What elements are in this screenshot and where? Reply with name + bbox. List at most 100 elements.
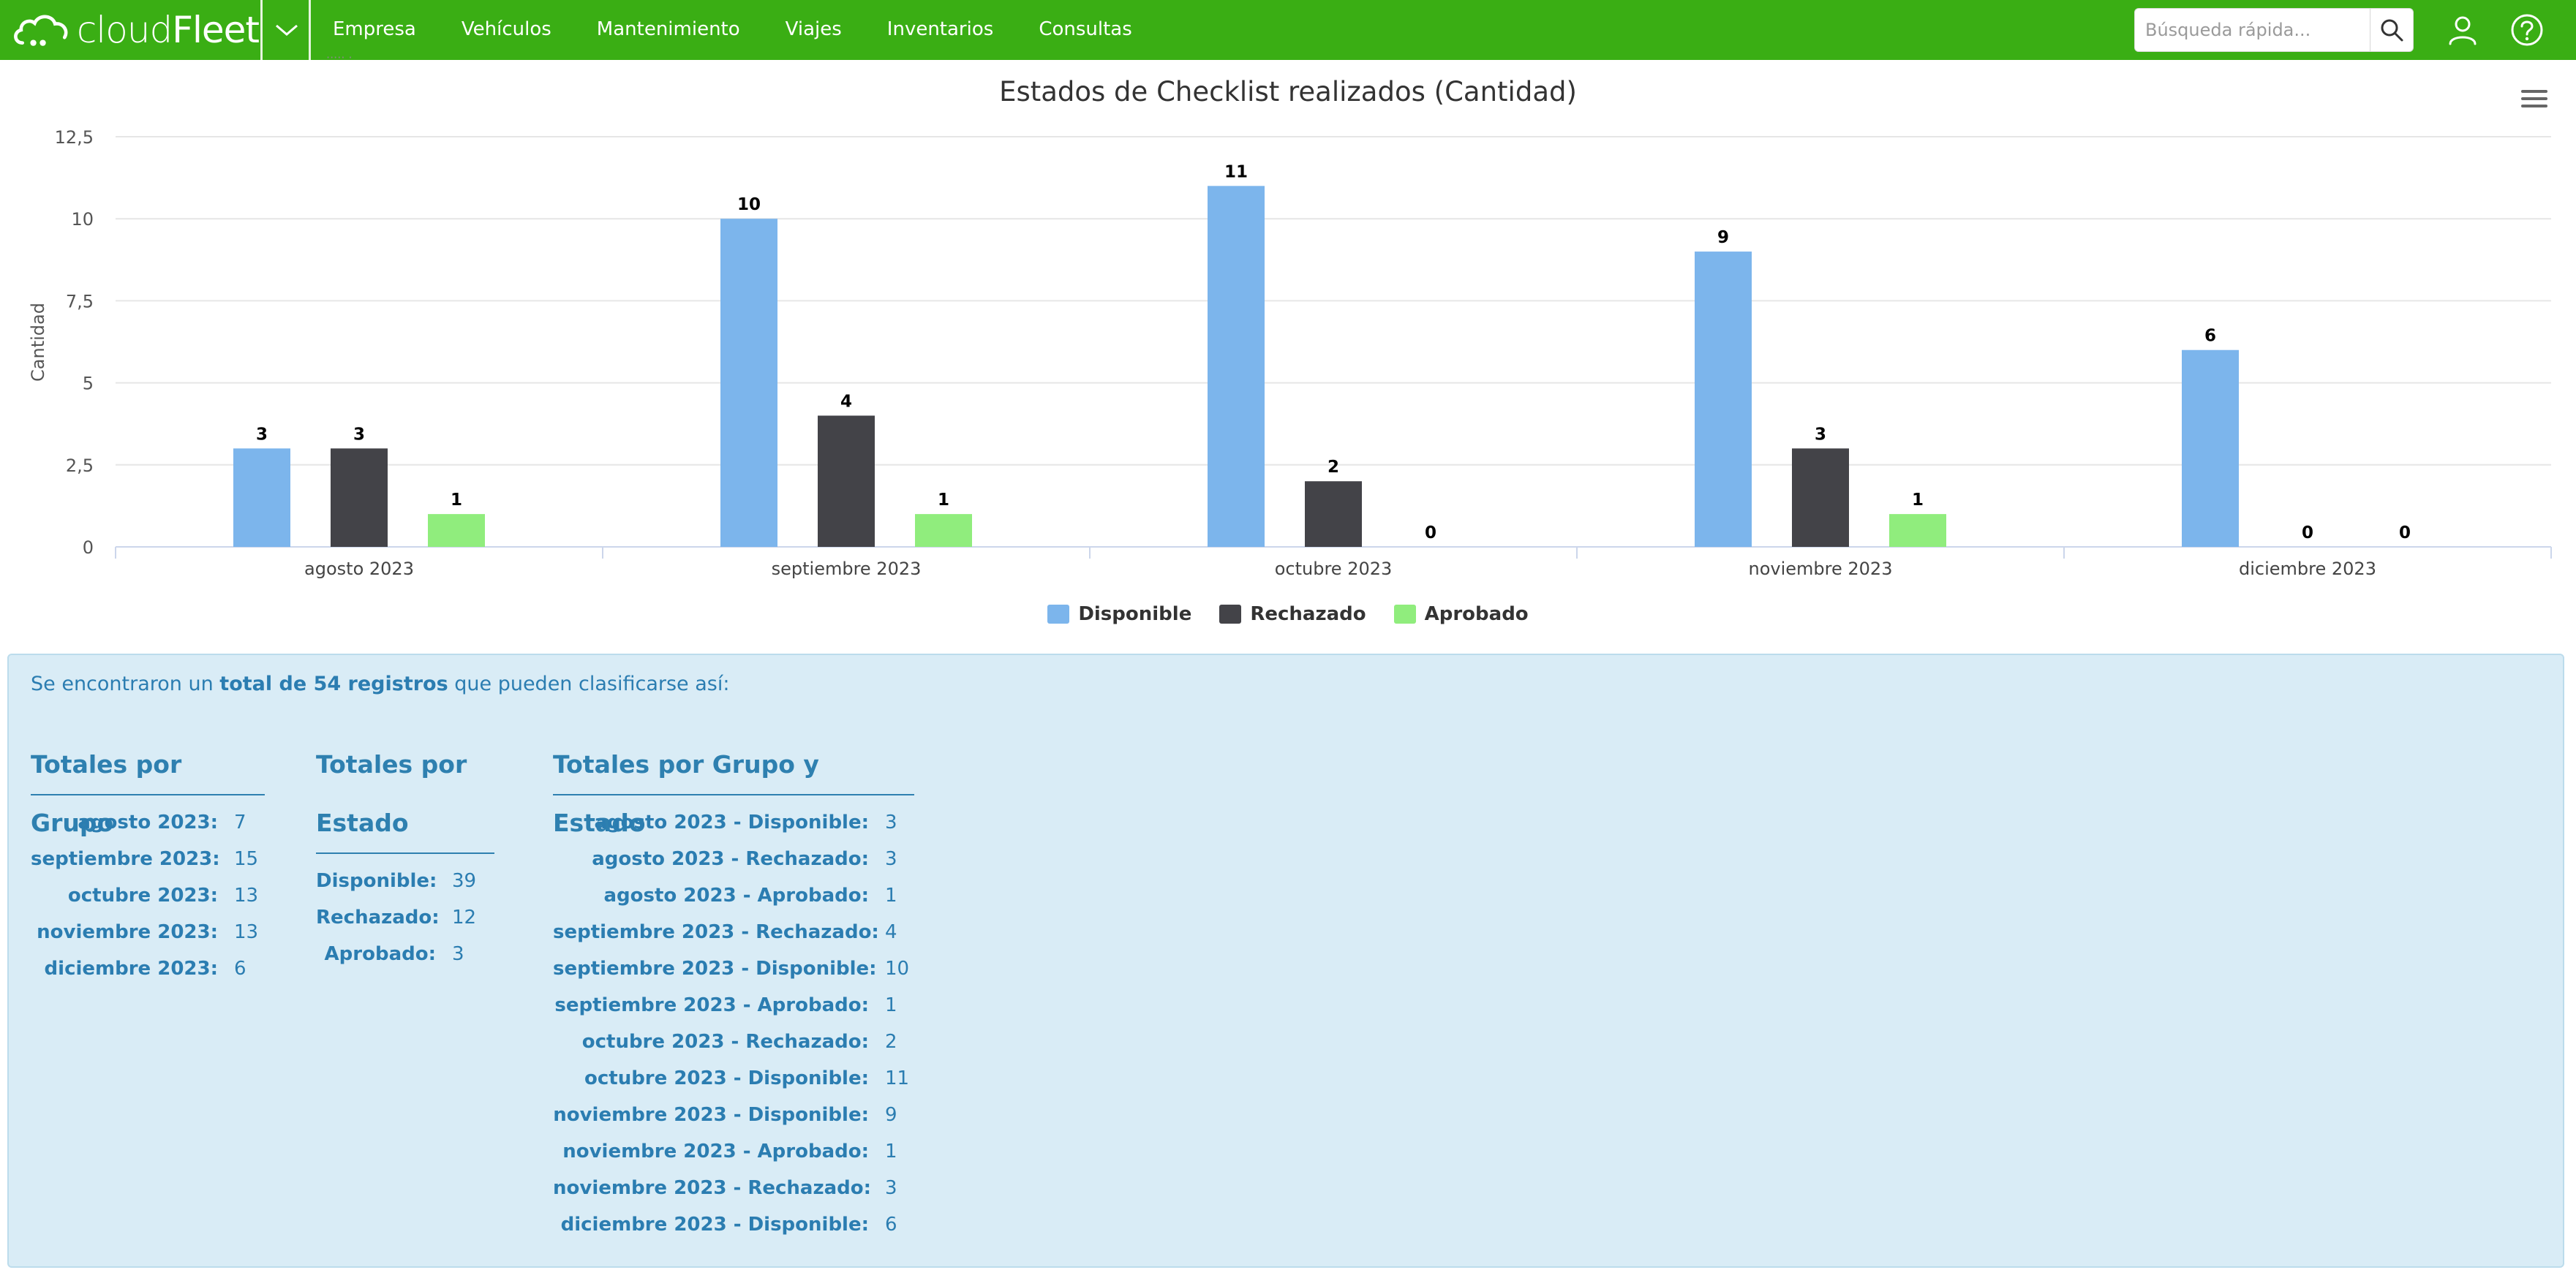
nav-divider xyxy=(309,0,311,60)
summary-key: agosto 2023 - Disponible: xyxy=(594,812,869,833)
y-tick-label: 0 xyxy=(83,537,94,558)
data-label: 3 xyxy=(353,425,365,444)
bar-disponible xyxy=(2182,349,2239,547)
bar-aprobado xyxy=(428,514,485,547)
summary-value: 3 xyxy=(452,943,464,965)
nav-dropdown-toggle[interactable] xyxy=(265,0,309,60)
summary-row: septiembre 2023 - Aprobado: 1 xyxy=(553,987,914,1024)
summary-value: 15 xyxy=(234,848,259,870)
chart-menu-icon[interactable] xyxy=(2520,86,2549,111)
legend-item-disponible[interactable]: Disponible xyxy=(1047,603,1191,625)
totals-by-group-title: Totales por Grupo xyxy=(31,736,265,837)
menu-empresa[interactable]: Empresa xyxy=(333,18,416,40)
data-label: 1 xyxy=(1912,491,1924,510)
summary-key: Rechazado: xyxy=(316,907,440,929)
data-label: 10 xyxy=(737,195,761,214)
summary-value: 3 xyxy=(885,848,897,870)
legend-item-rechazado[interactable]: Rechazado xyxy=(1219,603,1366,625)
summary-value: 4 xyxy=(885,921,897,943)
summary-key: septiembre 2023: xyxy=(31,848,220,870)
summary-row: octubre 2023 - Rechazado: 2 xyxy=(553,1024,914,1060)
summary-row: septiembre 2023: 15 xyxy=(31,841,265,877)
summary-key: Aprobado: xyxy=(324,943,436,965)
search-button[interactable] xyxy=(2370,9,2413,51)
summary-key: octubre 2023: xyxy=(67,885,218,907)
summary-panel: Se encontraron un total de 54 registros … xyxy=(7,654,2564,1268)
logo-suffix: Fleet xyxy=(172,9,260,51)
totals-by-group-state-title: Totales por Grupo y Estado xyxy=(553,736,914,837)
logo-prefix: cloud xyxy=(76,9,173,51)
summary-row: septiembre 2023 - Rechazado: 4 xyxy=(553,914,914,950)
summary-key: septiembre 2023 - Aprobado: xyxy=(554,994,869,1016)
search-icon xyxy=(2381,19,2403,42)
summary-row: octubre 2023: 13 xyxy=(31,877,265,914)
summary-value: 13 xyxy=(234,921,259,943)
cloudfleet-logo[interactable]: cloudFleet xyxy=(10,6,260,54)
x-tick-label: octubre 2023 xyxy=(1275,559,1393,579)
summary-key: octubre 2023 - Disponible: xyxy=(584,1067,869,1089)
main-menu: Empresa Vehículos Mantenimiento Viajes I… xyxy=(333,0,1178,58)
menu-consultas[interactable]: Consultas xyxy=(1039,18,1132,40)
bar-aprobado xyxy=(915,514,972,547)
summary-row: agosto 2023 - Rechazado: 3 xyxy=(553,841,914,877)
menu-viajes[interactable]: Viajes xyxy=(785,18,842,40)
summary-row: Rechazado: 12 xyxy=(316,899,494,936)
summary-row: agosto 2023: 7 xyxy=(31,804,265,841)
summary-key: diciembre 2023: xyxy=(44,958,218,980)
summary-row: agosto 2023 - Aprobado: 1 xyxy=(553,877,914,914)
summary-key: noviembre 2023 - Aprobado: xyxy=(562,1141,869,1162)
bar-rechazado xyxy=(1792,448,1849,547)
legend-item-aprobado[interactable]: Aprobado xyxy=(1393,603,1529,625)
menu-inventarios[interactable]: Inventarios xyxy=(886,18,994,40)
top-navbar: cloudFleet Empresa Vehículos Mantenimien… xyxy=(0,0,2576,60)
summary-value: 9 xyxy=(885,1104,897,1126)
quick-search-input[interactable] xyxy=(2135,9,2370,51)
totals-by-state-title-line1: Totales por xyxy=(316,750,467,779)
summary-row: diciembre 2023: 6 xyxy=(31,950,265,987)
legend-label: Rechazado xyxy=(1250,603,1366,625)
data-label: 0 xyxy=(2399,523,2411,542)
bar-aprobado xyxy=(1889,514,1946,547)
summary-intro: Se encontraron un total de 54 registros … xyxy=(31,673,729,695)
summary-value: 6 xyxy=(885,1214,897,1236)
totals-by-state-title-line2: Estado xyxy=(316,809,409,837)
summary-value: 13 xyxy=(234,885,259,907)
menu-mantenimiento[interactable]: Mantenimiento xyxy=(596,18,740,40)
intro-total: total de 54 registros xyxy=(219,673,448,695)
x-tick-label: agosto 2023 xyxy=(304,559,414,579)
menu-vehiculos[interactable]: Vehículos xyxy=(461,18,551,40)
x-tick-label: septiembre 2023 xyxy=(772,559,922,579)
user-icon[interactable] xyxy=(2447,15,2478,45)
data-label: 1 xyxy=(451,491,462,510)
summary-key: septiembre 2023 - Rechazado: xyxy=(553,921,879,943)
summary-key: agosto 2023 - Aprobado: xyxy=(603,885,869,907)
totals-by-group-state: Totales por Grupo y Estado agosto 2023 -… xyxy=(553,736,914,1243)
summary-value: 3 xyxy=(885,1177,897,1199)
totals-by-group-state-rows: agosto 2023 - Disponible: 3 agosto 2023 - … xyxy=(553,804,914,1243)
summary-key: noviembre 2023 - Disponible: xyxy=(553,1104,869,1126)
summary-value: 1 xyxy=(885,1141,897,1162)
summary-value: 10 xyxy=(885,958,910,980)
data-label: 1 xyxy=(938,491,949,510)
summary-row: Aprobado: 3 xyxy=(316,936,494,972)
totals-by-group: Totales por Grupo agosto 2023: 7 septiembr… xyxy=(31,736,265,987)
help-icon[interactable] xyxy=(2510,13,2544,47)
legend-swatch xyxy=(1393,605,1416,624)
chart-legend: Disponible Rechazado Aprobado xyxy=(0,600,2576,629)
summary-row: Disponible: 39 xyxy=(316,863,494,899)
legend-label: Disponible xyxy=(1078,603,1192,625)
summary-key: agosto 2023 - Rechazado: xyxy=(592,848,869,870)
legend-label: Aprobado xyxy=(1424,603,1529,625)
bar-disponible xyxy=(233,448,290,547)
summary-row: noviembre 2023 - Aprobado: 1 xyxy=(553,1133,914,1170)
summary-value: 6 xyxy=(234,958,246,980)
y-tick-label: 5 xyxy=(83,374,94,394)
chart-title: Estados de Checklist realizados (Cantida… xyxy=(999,76,1577,107)
x-tick-label: noviembre 2023 xyxy=(1749,559,1893,579)
summary-key: octubre 2023 - Rechazado: xyxy=(581,1031,869,1053)
data-label: 3 xyxy=(1815,425,1826,444)
bar-rechazado xyxy=(818,415,875,547)
intro-pre: Se encontraron un xyxy=(31,673,220,695)
y-tick-label: 2,5 xyxy=(66,455,94,476)
summary-value: 7 xyxy=(234,812,246,833)
